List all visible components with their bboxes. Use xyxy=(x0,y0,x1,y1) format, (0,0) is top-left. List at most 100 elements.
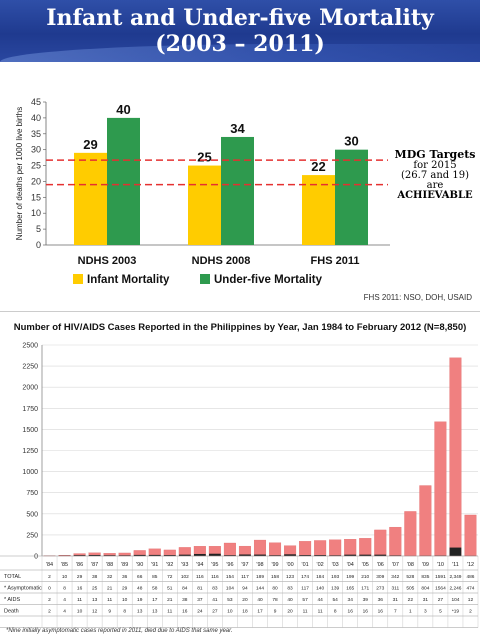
table-cell: 2 xyxy=(48,574,51,580)
table-cell: 4 xyxy=(63,597,66,603)
year-label: '99 xyxy=(271,562,278,568)
bar-deaths xyxy=(344,554,357,556)
table-cell: 12 xyxy=(92,609,98,615)
y-tick-label: 35 xyxy=(31,129,41,139)
table-cell: 309 xyxy=(376,574,384,580)
year-label: '04 xyxy=(347,562,354,568)
bar-deaths xyxy=(193,553,206,556)
table-row-label: TOTAL xyxy=(4,574,21,580)
table-cell: 835 xyxy=(421,574,429,580)
table-cell: 41 xyxy=(212,597,218,603)
bar-deaths xyxy=(299,555,311,556)
table-cell: 48 xyxy=(137,586,143,592)
table-cell: 10 xyxy=(122,597,128,603)
table-cell: 85 xyxy=(152,574,158,580)
bar-deaths xyxy=(284,554,296,556)
table-cell: 80 xyxy=(272,586,278,592)
table-cell: 474 xyxy=(466,586,474,592)
table-row-label: Death xyxy=(4,609,19,615)
hiv-cases-bar-chart: 02505007501000125015001750200022502500'8… xyxy=(0,343,479,628)
bar-deaths xyxy=(163,555,176,556)
bar-data-label: 30 xyxy=(344,134,358,149)
slide-title-line1: Infant and Under-five Mortality xyxy=(46,5,434,31)
bar-total-cases xyxy=(449,357,462,557)
table-cell: 117 xyxy=(301,586,309,592)
table-cell: 5 xyxy=(439,609,442,615)
mdg-note-line5: ACHIEVABLE xyxy=(397,190,473,201)
table-cell: 22 xyxy=(408,597,414,603)
bar-total-cases xyxy=(389,526,402,557)
bar-deaths xyxy=(224,555,236,556)
year-label: '03 xyxy=(332,562,339,568)
bar-total-cases xyxy=(419,485,432,557)
table-cell: 1564 xyxy=(435,586,446,592)
table-cell: 184 xyxy=(316,574,324,580)
table-cell: 78 xyxy=(272,597,278,603)
table-cell: *19 xyxy=(452,609,460,615)
table-cell: 528 xyxy=(406,574,414,580)
y-tick-label: 250 xyxy=(26,532,38,539)
table-cell: 11 xyxy=(167,609,172,615)
table-cell: 36 xyxy=(378,597,384,603)
table-cell: 342 xyxy=(391,574,399,580)
table-cell: 57 xyxy=(302,597,308,603)
bar-deaths xyxy=(239,554,251,556)
table-cell: 9 xyxy=(274,609,277,615)
table-cell: 51 xyxy=(167,586,173,592)
year-label: '91 xyxy=(151,562,158,568)
year-label: '01 xyxy=(302,562,309,568)
bar-data-label: 34 xyxy=(230,121,245,136)
bar-total-cases xyxy=(404,511,417,557)
year-label: '98 xyxy=(256,562,263,568)
table-cell: 11 xyxy=(318,609,323,615)
table-cell: 21 xyxy=(107,586,113,592)
bar-total-cases xyxy=(223,542,236,557)
hiv-chart-title: Number of HIV/AIDS Cases Reported in the… xyxy=(13,322,467,333)
table-cell: 34 xyxy=(348,597,354,603)
y-tick-label: 25 xyxy=(31,161,41,171)
bar-data-label: 40 xyxy=(116,102,130,117)
table-cell: 11 xyxy=(77,597,82,603)
table-cell: 2 xyxy=(48,597,51,603)
bar-total-cases xyxy=(299,541,312,557)
table-cell: 123 xyxy=(286,574,294,580)
mdg-note-line2: for 2015 xyxy=(413,160,457,171)
table-cell: 193 xyxy=(331,574,339,580)
legend-label: Infant Mortality xyxy=(87,274,170,286)
table-cell: 13 xyxy=(137,609,143,615)
table-cell: 104 xyxy=(451,597,459,603)
table-cell: 3 xyxy=(424,609,427,615)
table-cell: 1 xyxy=(409,609,412,615)
table-cell: 116 xyxy=(211,574,219,580)
table-cell: 10 xyxy=(77,609,83,615)
year-label: '89 xyxy=(121,562,128,568)
bar-deaths xyxy=(314,555,327,556)
y-tick-label: 5 xyxy=(36,224,41,234)
bar-total-cases xyxy=(314,540,327,557)
table-row-label: * Asymptomatic xyxy=(4,586,42,592)
table-cell: 44 xyxy=(317,597,323,603)
table-cell: 12 xyxy=(468,597,474,603)
table-cell: 9 xyxy=(108,609,111,615)
table-cell: 144 xyxy=(256,586,264,592)
table-cell: 17 xyxy=(152,597,158,603)
table-cell: 8 xyxy=(63,586,66,592)
bar-total-cases xyxy=(329,539,342,557)
y-tick-label: 1250 xyxy=(22,448,38,455)
table-cell: 154 xyxy=(226,574,234,580)
table-cell: 66 xyxy=(137,574,143,580)
year-label: '05 xyxy=(362,562,369,568)
table-cell: 158 xyxy=(271,574,279,580)
bar-deaths xyxy=(329,555,342,556)
year-label: '85 xyxy=(61,562,68,568)
table-cell: 16 xyxy=(378,609,384,615)
table-cell: 0 xyxy=(48,586,51,592)
table-cell: 31 xyxy=(423,597,429,603)
y-tick-label: 0 xyxy=(36,240,41,250)
table-cell: 16 xyxy=(182,609,188,615)
table-cell: 25 xyxy=(92,586,98,592)
table-cell: 16 xyxy=(348,609,354,615)
table-cell: 83 xyxy=(212,586,218,592)
bar-deaths xyxy=(118,555,131,556)
y-tick-label: 40 xyxy=(31,113,41,123)
